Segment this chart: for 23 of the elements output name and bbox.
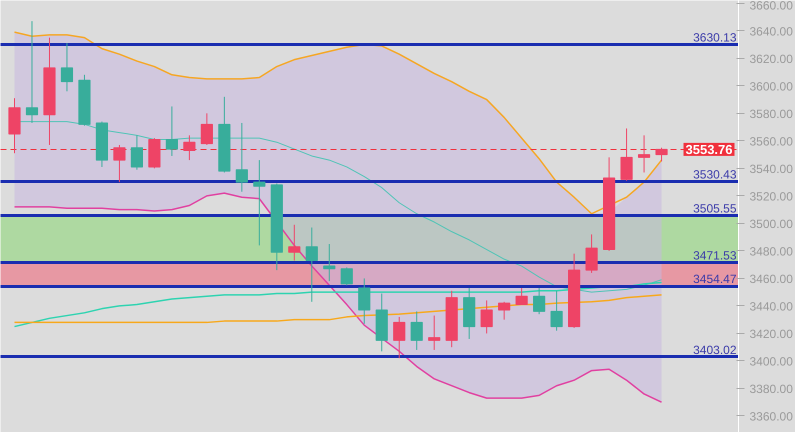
y-tick-label: 3660.00 xyxy=(750,0,794,12)
y-tick-label: 3460.00 xyxy=(750,272,794,286)
y-tick-label: 3480.00 xyxy=(750,244,794,258)
ref-line-label: 3630.13 xyxy=(693,30,737,44)
y-tick-label: 3360.00 xyxy=(750,409,794,424)
y-tick-label: 3560.00 xyxy=(750,134,794,148)
y-tick-label: 3520.00 xyxy=(750,189,794,204)
ref-line-label: 3505.55 xyxy=(693,202,737,216)
ref-line-label: 3454.47 xyxy=(693,272,737,286)
y-tick-label: 3640.00 xyxy=(750,24,794,38)
y-tick-label: 3440.00 xyxy=(750,299,794,314)
y-tick-label: 3500.00 xyxy=(750,216,794,231)
ref-line-label: 3553.76 xyxy=(686,142,733,157)
y-tick-label: 3420.00 xyxy=(750,326,794,341)
y-tick-label: 3380.00 xyxy=(750,382,794,396)
y-tick-label: 3580.00 xyxy=(750,106,794,121)
ref-line-label: 3403.02 xyxy=(693,342,737,357)
ref-line-label: 3530.43 xyxy=(693,168,737,182)
ref-line-label: 3471.53 xyxy=(693,248,737,263)
y-tick-label: 3540.00 xyxy=(750,162,794,176)
y-tick-label: 3600.00 xyxy=(750,79,794,94)
y-tick-label: 3620.00 xyxy=(750,52,794,66)
y-tick-label: 3400.00 xyxy=(750,354,794,368)
